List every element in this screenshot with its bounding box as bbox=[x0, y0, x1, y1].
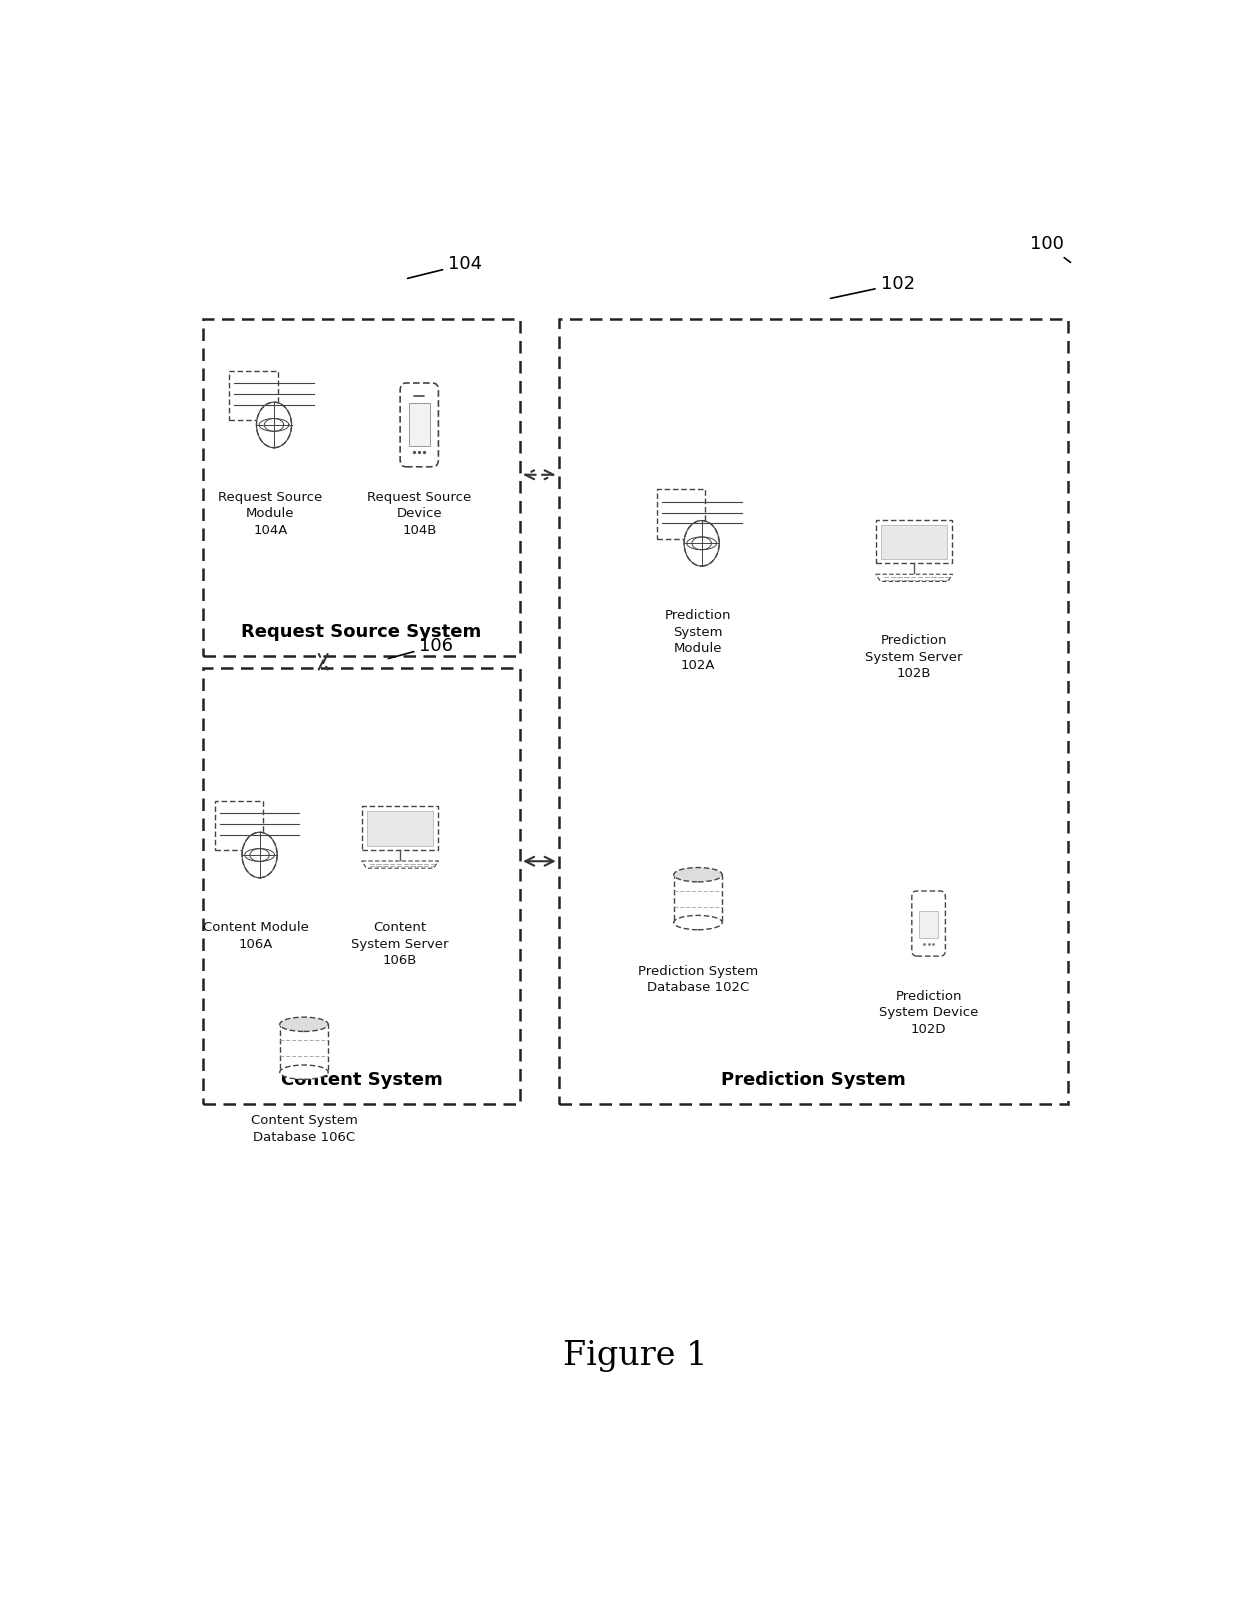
Text: Prediction System: Prediction System bbox=[720, 1072, 905, 1090]
Text: 104: 104 bbox=[408, 256, 482, 278]
Text: Content System: Content System bbox=[280, 1072, 443, 1090]
Circle shape bbox=[242, 832, 277, 877]
Text: Prediction
System
Module
102A: Prediction System Module 102A bbox=[665, 609, 732, 672]
FancyBboxPatch shape bbox=[920, 911, 937, 939]
Text: Request Source
Device
104B: Request Source Device 104B bbox=[367, 491, 471, 538]
Text: Prediction System
Database 102C: Prediction System Database 102C bbox=[637, 965, 758, 994]
Text: Prediction
System Device
102D: Prediction System Device 102D bbox=[879, 989, 978, 1036]
FancyBboxPatch shape bbox=[401, 384, 439, 466]
FancyBboxPatch shape bbox=[558, 319, 1068, 1104]
FancyBboxPatch shape bbox=[657, 489, 706, 539]
FancyBboxPatch shape bbox=[408, 403, 430, 445]
Ellipse shape bbox=[673, 915, 722, 929]
Ellipse shape bbox=[280, 1065, 329, 1080]
FancyBboxPatch shape bbox=[203, 669, 521, 1104]
Text: Content Module
106A: Content Module 106A bbox=[203, 921, 309, 950]
FancyBboxPatch shape bbox=[882, 525, 947, 559]
Text: 102: 102 bbox=[831, 275, 915, 298]
Circle shape bbox=[684, 521, 719, 567]
Text: Content System
Database 106C: Content System Database 106C bbox=[250, 1114, 357, 1143]
Circle shape bbox=[257, 402, 291, 447]
Text: Request Source
Module
104A: Request Source Module 104A bbox=[218, 491, 322, 538]
Polygon shape bbox=[362, 861, 439, 868]
Text: 106: 106 bbox=[388, 636, 454, 659]
Text: Figure 1: Figure 1 bbox=[563, 1341, 708, 1373]
FancyBboxPatch shape bbox=[362, 806, 438, 850]
Text: Request Source System: Request Source System bbox=[242, 623, 481, 641]
Polygon shape bbox=[875, 575, 952, 581]
Ellipse shape bbox=[673, 868, 722, 882]
Text: 100: 100 bbox=[1029, 235, 1070, 262]
Text: Content
System Server
106B: Content System Server 106B bbox=[351, 921, 449, 967]
FancyBboxPatch shape bbox=[877, 520, 952, 563]
FancyBboxPatch shape bbox=[203, 319, 521, 656]
Text: Prediction
System Server
102B: Prediction System Server 102B bbox=[866, 635, 963, 680]
FancyBboxPatch shape bbox=[215, 801, 263, 850]
FancyBboxPatch shape bbox=[673, 874, 722, 923]
Ellipse shape bbox=[280, 1017, 329, 1031]
FancyBboxPatch shape bbox=[229, 371, 278, 419]
FancyBboxPatch shape bbox=[280, 1025, 329, 1072]
FancyBboxPatch shape bbox=[367, 811, 433, 847]
FancyBboxPatch shape bbox=[911, 890, 945, 957]
